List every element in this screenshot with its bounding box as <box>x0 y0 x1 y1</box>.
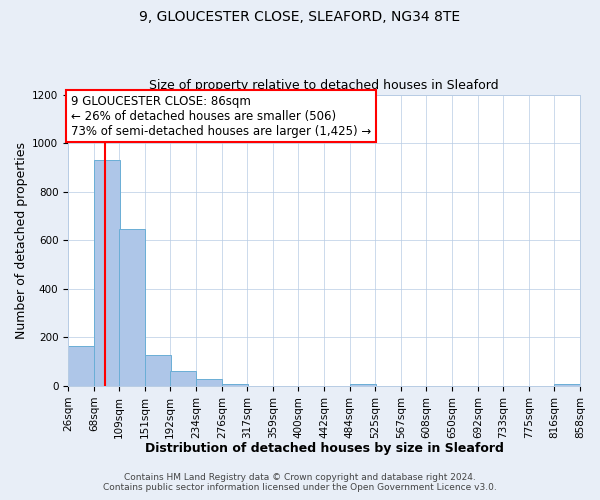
Bar <box>554 384 580 386</box>
Y-axis label: Number of detached properties: Number of detached properties <box>15 142 28 339</box>
Text: Contains HM Land Registry data © Crown copyright and database right 2024.
Contai: Contains HM Land Registry data © Crown c… <box>103 473 497 492</box>
Bar <box>170 372 196 386</box>
Bar <box>68 346 94 386</box>
Title: Size of property relative to detached houses in Sleaford: Size of property relative to detached ho… <box>149 79 499 92</box>
Bar <box>94 160 120 386</box>
Bar <box>145 355 171 386</box>
Bar <box>119 228 145 386</box>
Bar <box>222 384 248 386</box>
X-axis label: Distribution of detached houses by size in Sleaford: Distribution of detached houses by size … <box>145 442 503 455</box>
Text: 9, GLOUCESTER CLOSE, SLEAFORD, NG34 8TE: 9, GLOUCESTER CLOSE, SLEAFORD, NG34 8TE <box>139 10 461 24</box>
Bar <box>350 384 376 386</box>
Bar <box>196 379 222 386</box>
Text: 9 GLOUCESTER CLOSE: 86sqm
← 26% of detached houses are smaller (506)
73% of semi: 9 GLOUCESTER CLOSE: 86sqm ← 26% of detac… <box>71 94 371 138</box>
